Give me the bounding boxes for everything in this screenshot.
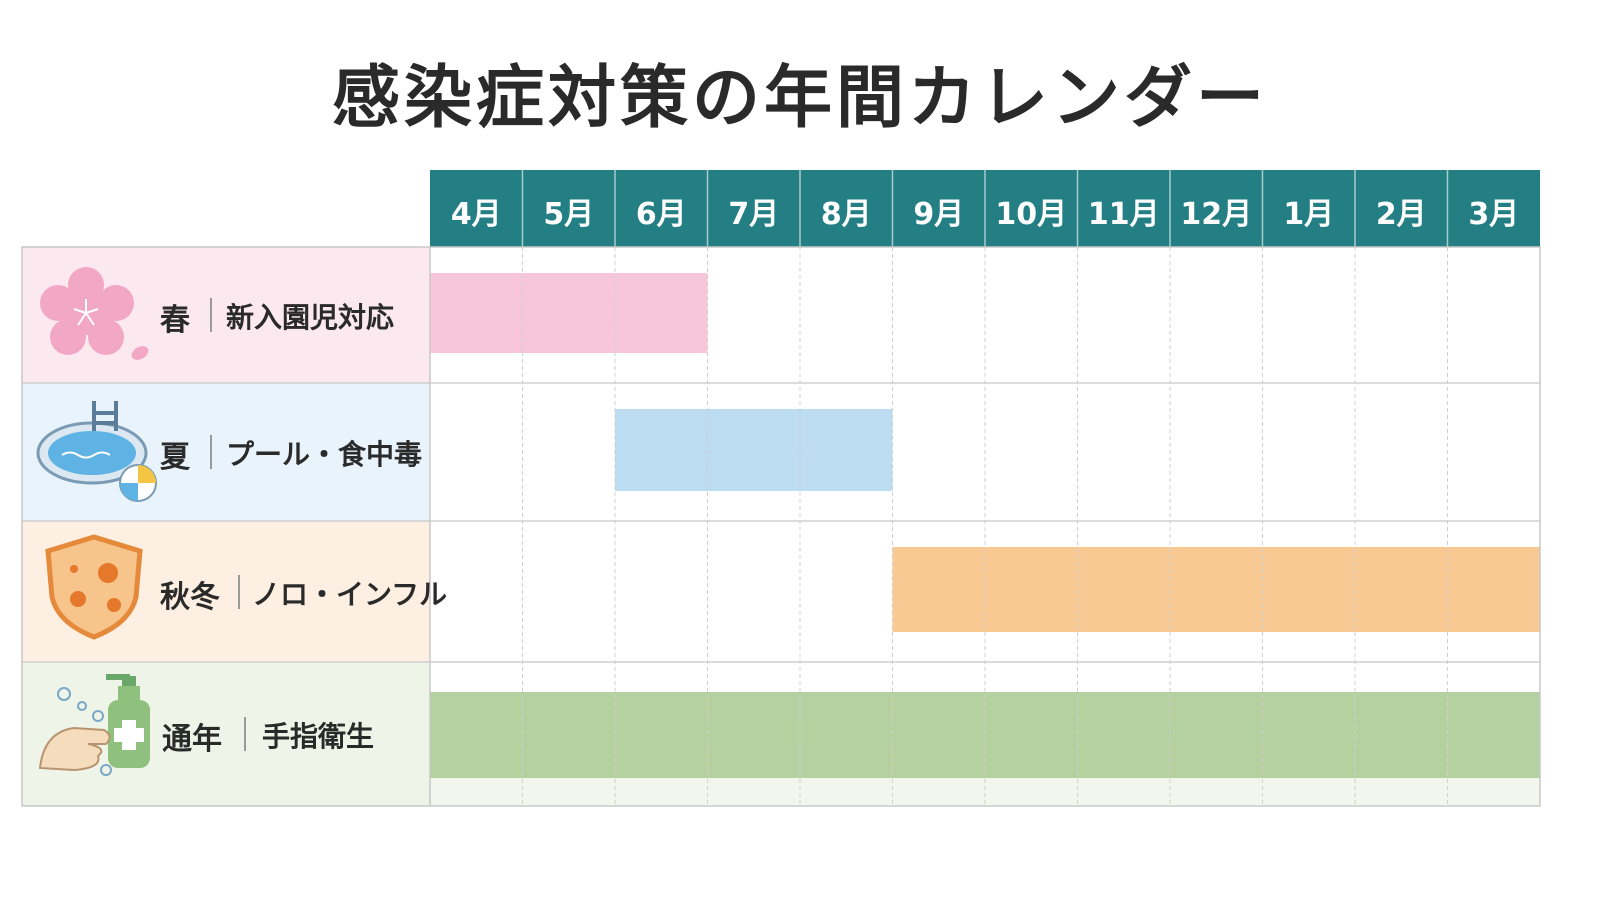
month-label: 10月 xyxy=(995,197,1067,232)
month-label: 6月 xyxy=(636,197,687,232)
row-label: 通年 手指衛生 xyxy=(22,662,430,806)
month-label: 7月 xyxy=(728,197,779,232)
row-label: 秋冬 ノロ・インフル xyxy=(22,521,447,662)
row-season-label: 夏 xyxy=(160,440,190,475)
pool-icon xyxy=(34,393,164,507)
row-season-label: 秋冬 xyxy=(160,579,220,615)
gantt-bar xyxy=(430,692,1540,778)
gantt-bar xyxy=(430,273,708,353)
row-season-label: 通年 xyxy=(162,722,222,757)
month-label: 1月 xyxy=(1283,197,1334,232)
row-task-label: ノロ・インフル xyxy=(252,577,448,611)
row-task-label: 手指衛生 xyxy=(262,720,375,753)
month-label: 12月 xyxy=(1180,197,1252,232)
hand-soap-icon xyxy=(34,672,164,786)
row-task-label: 新入園児対応 xyxy=(226,301,395,334)
virus-shield-icon xyxy=(34,531,154,645)
row-label-separator xyxy=(238,574,240,609)
row-label: 夏 プール・食中毒 xyxy=(22,383,430,521)
month-label: 3月 xyxy=(1468,197,1519,232)
month-label: 9月 xyxy=(913,197,964,232)
cherry-blossom-icon xyxy=(34,257,154,371)
month-label: 4月 xyxy=(451,197,502,232)
row-label-separator xyxy=(210,435,212,469)
gantt-bar xyxy=(615,409,893,491)
month-label: 8月 xyxy=(821,197,872,232)
table-border xyxy=(21,246,1541,807)
month-label: 5月 xyxy=(543,197,594,232)
row-label-separator xyxy=(244,717,246,751)
row-task-label: プール・食中毒 xyxy=(226,438,423,471)
page-title: 感染症対策の年間カレンダー xyxy=(331,59,1268,138)
month-label: 2月 xyxy=(1376,197,1427,232)
row-season-label: 春 xyxy=(160,303,190,338)
row-label-separator xyxy=(210,298,212,332)
month-label: 11月 xyxy=(1088,197,1160,232)
gantt-bar xyxy=(892,547,1540,632)
row-label: 春 新入園児対応 xyxy=(22,247,430,383)
